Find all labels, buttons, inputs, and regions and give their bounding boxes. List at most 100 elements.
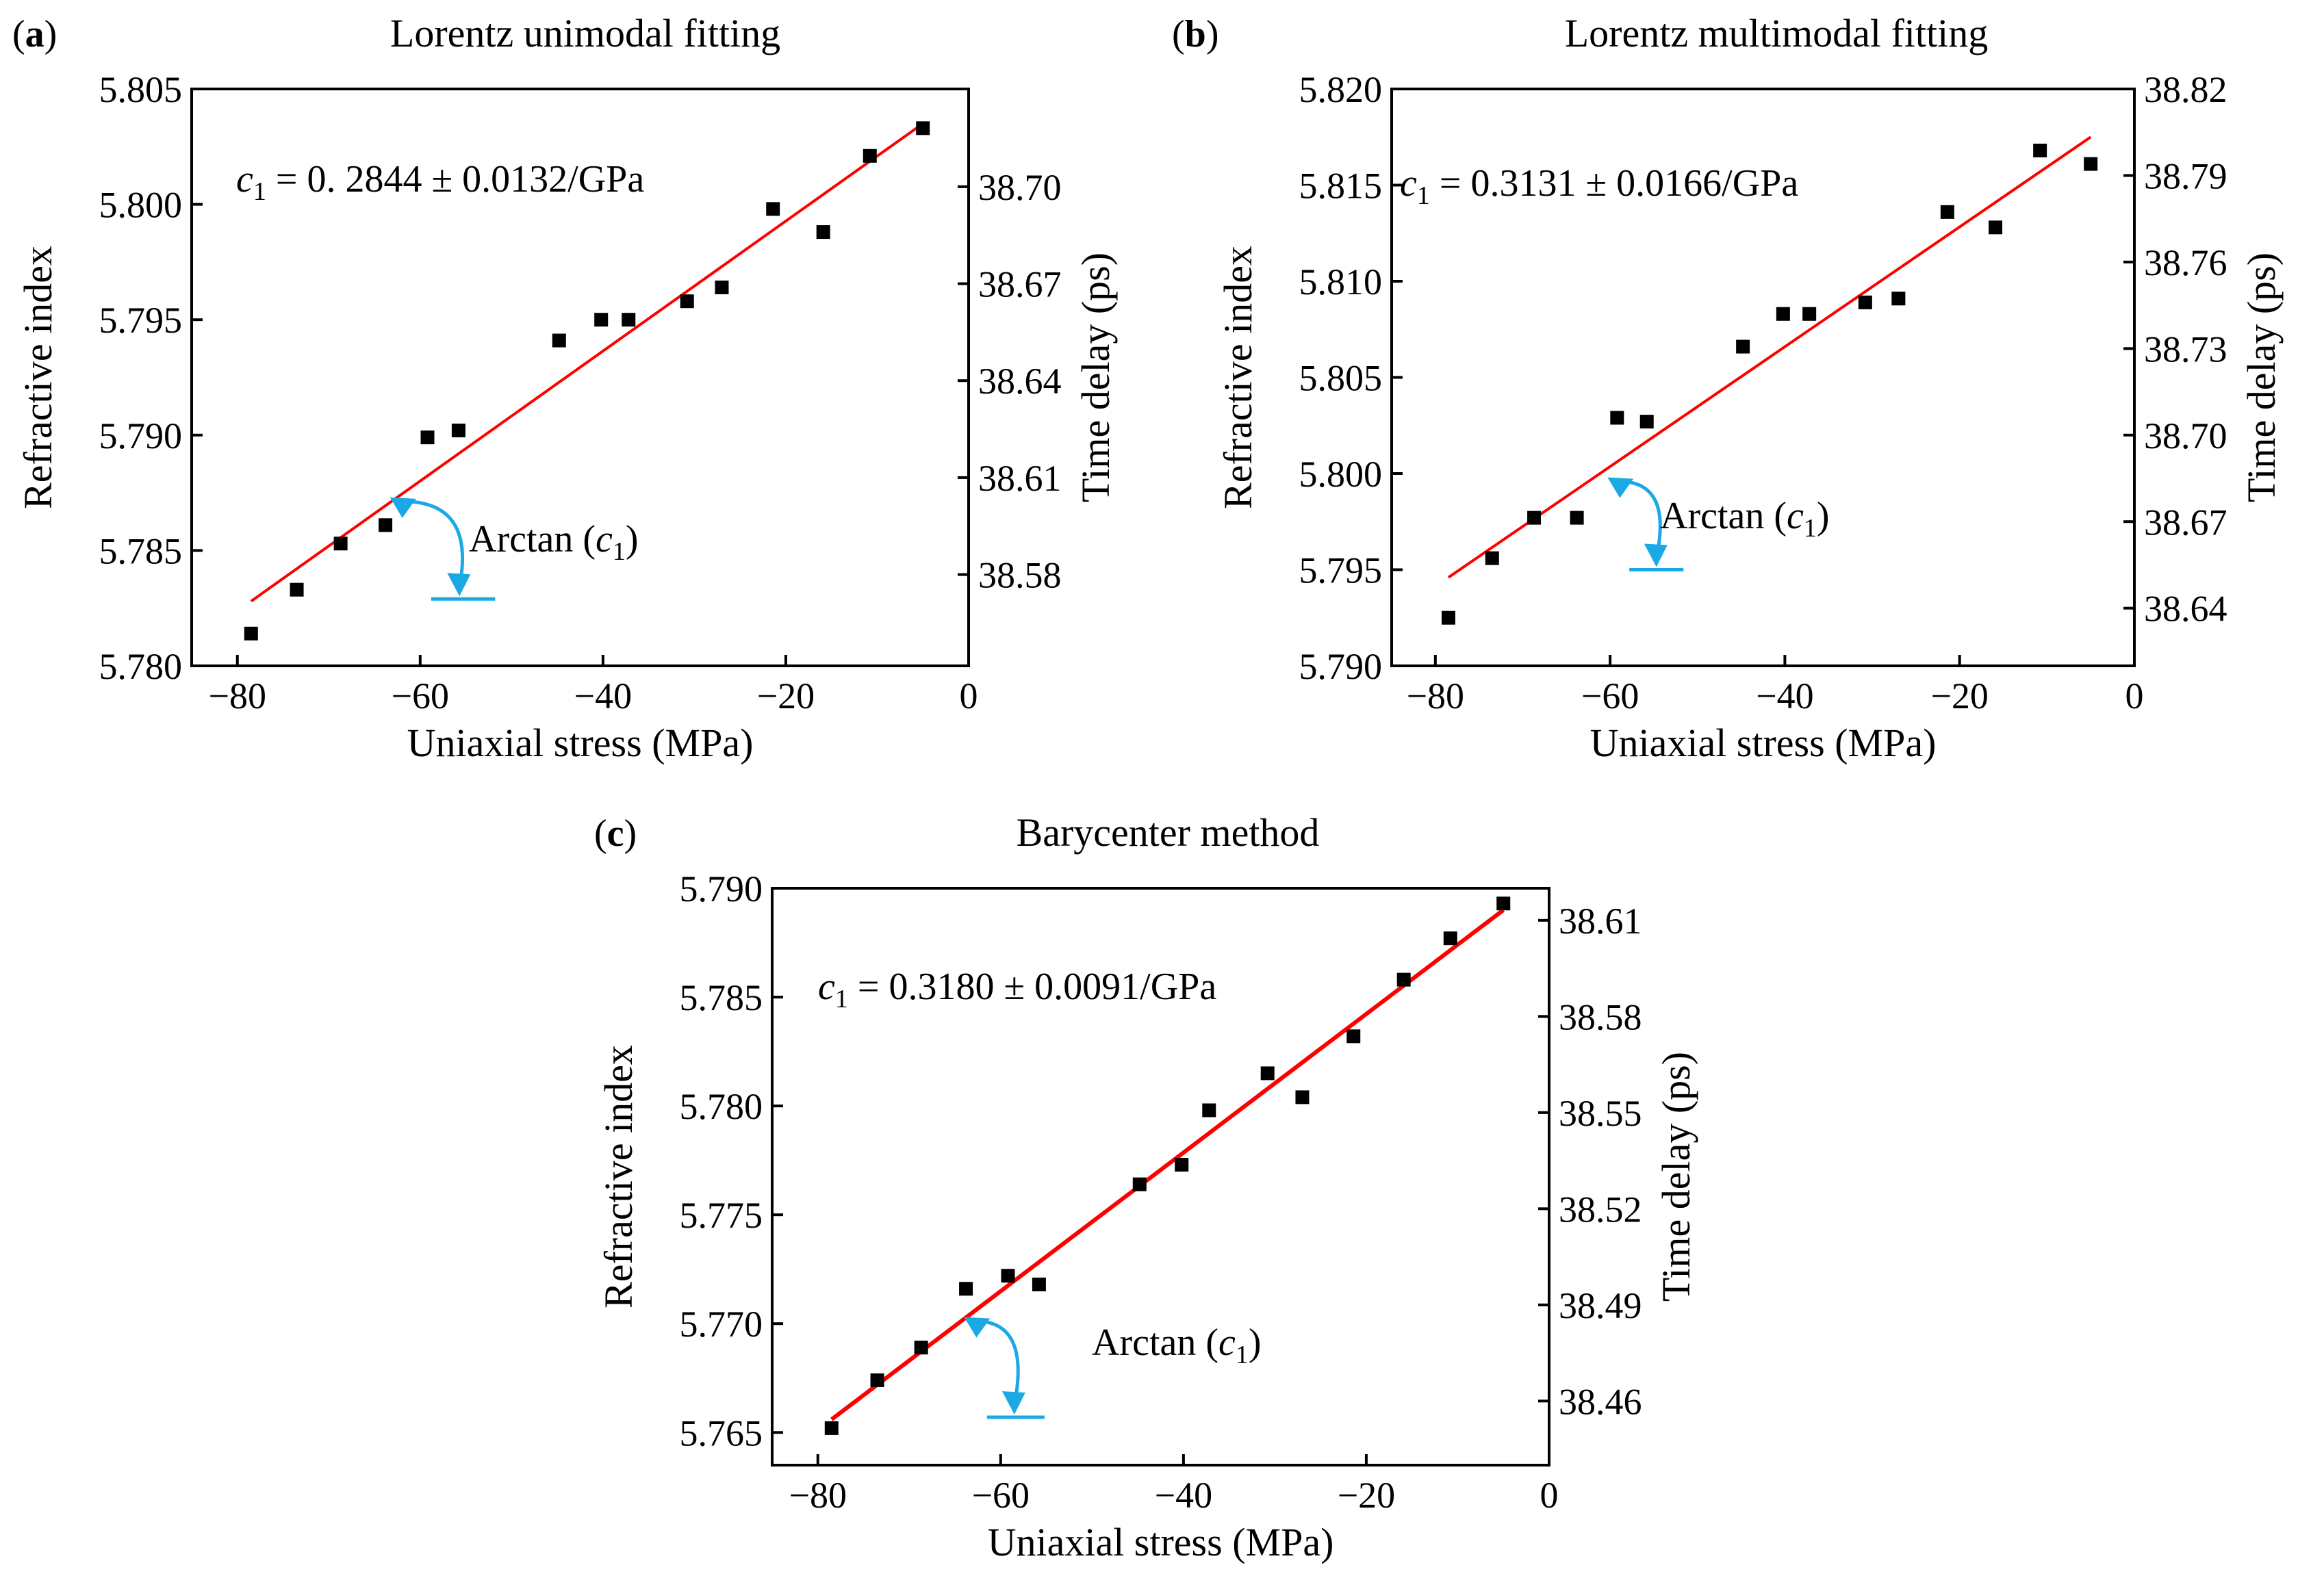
y2-tick-label: 38.70 [978, 167, 1062, 208]
data-point [1639, 415, 1654, 429]
data-point [1858, 295, 1872, 309]
x-tick-label: −60 [972, 1475, 1030, 1516]
y2-tick-label: 38.67 [2144, 502, 2227, 543]
fit-line [250, 122, 924, 603]
chart-title: Lorentz unimodal fitting [390, 11, 780, 55]
data-point [1891, 292, 1906, 306]
x-axis-title: Uniaxial stress (MPa) [1590, 721, 1937, 765]
y-tick-label: 5.805 [1299, 358, 1383, 399]
y2-axis-title: Time delay (ps) [2239, 253, 2284, 502]
x-tick-label: −20 [1338, 1475, 1395, 1516]
y2-tick-label: 38.73 [2144, 328, 2227, 370]
arc-arrowhead-end [447, 573, 471, 597]
y-tick-label: 5.780 [99, 646, 183, 687]
y2-tick-label: 38.79 [2144, 155, 2227, 196]
data-point [680, 294, 694, 309]
data-point [290, 582, 304, 597]
arc-arrowhead-end [1001, 1391, 1025, 1415]
data-point [379, 518, 393, 532]
y2-tick-label: 38.70 [2144, 415, 2227, 456]
y-axis-title: Refractive index [16, 246, 60, 509]
x-axis-title: Uniaxial stress (MPa) [407, 721, 754, 765]
data-point [2084, 157, 2098, 171]
data-point [1485, 551, 1499, 565]
data-point [1260, 1066, 1275, 1081]
x-tick-label: −80 [1407, 675, 1464, 716]
panel-letter: (c) [594, 812, 637, 855]
data-point [622, 313, 636, 327]
x-tick-label: 0 [2125, 675, 2144, 716]
data-point [715, 280, 729, 294]
data-point [766, 202, 780, 216]
y2-tick-label: 38.55 [1559, 1093, 1642, 1134]
data-point [1396, 972, 1411, 987]
data-point [816, 225, 830, 240]
data-point [916, 121, 930, 135]
fit-line [1447, 135, 2092, 579]
panel-letter: (b) [1172, 13, 1218, 55]
data-point [1610, 411, 1624, 425]
y-tick-label: 5.785 [680, 977, 763, 1018]
arc-arrowhead-start [964, 1317, 991, 1338]
data-point [1940, 205, 1954, 219]
data-point [1570, 511, 1584, 525]
data-point [1736, 339, 1750, 354]
x-tick-label: −20 [757, 675, 815, 716]
data-point [870, 1373, 884, 1387]
data-point [1032, 1277, 1046, 1291]
y2-tick-label: 38.52 [1559, 1189, 1642, 1230]
data-point [244, 626, 258, 641]
data-point [863, 148, 877, 163]
data-point [1802, 307, 1817, 321]
y2-tick-label: 38.49 [1559, 1285, 1642, 1326]
arc-arrowhead-end [1644, 543, 1668, 567]
data-point [1443, 931, 1457, 946]
data-point [1132, 1177, 1147, 1191]
data-point [1989, 220, 2003, 235]
data-point [552, 333, 566, 348]
fit-equation: c1 = 0.3180 ± 0.0091/GPa [818, 966, 1216, 1013]
fit-equation: c1 = 0. 2844 ± 0.0132/GPa [236, 158, 644, 206]
plot-frame [771, 887, 1550, 1467]
data-point [914, 1341, 928, 1355]
x-tick-label: −40 [574, 675, 632, 716]
y-tick-label: 5.780 [680, 1086, 763, 1127]
chart-panel-1: −80 −60 −40 −20 0 5.780 5.785 5.790 5.795 5.800 5.… [12, 11, 1118, 765]
data-point [2033, 143, 2047, 157]
y-tick-label: 5.820 [1299, 69, 1383, 110]
data-point [1295, 1090, 1310, 1104]
panel-letter: (a) [12, 13, 57, 55]
y-tick-label: 5.795 [99, 300, 183, 341]
arctan-label: Arctan (c1) [1660, 495, 1830, 543]
y-tick-label: 5.795 [1299, 550, 1383, 591]
y-tick-label: 5.785 [99, 530, 183, 571]
x-tick-label: −60 [1581, 675, 1639, 716]
x-tick-label: −80 [209, 675, 266, 716]
data-point [959, 1282, 973, 1296]
arc-arrowhead-start [1607, 477, 1634, 498]
fit-line [830, 908, 1505, 1421]
fit-equation: c1 = 0.3131 ± 0.0166/GPa [1400, 162, 1798, 210]
x-axis-title: Uniaxial stress (MPa) [988, 1520, 1334, 1564]
y-tick-label: 5.800 [99, 185, 183, 226]
chart-panel-2: −80 −60 −40 −20 0 5.790 5.795 5.800 5.805 5.810 5.… [1172, 11, 2284, 765]
x-tick-label: −60 [392, 675, 449, 716]
y-tick-label: 5.800 [1299, 454, 1383, 495]
y-tick-label: 5.815 [1299, 166, 1383, 207]
data-point [594, 313, 609, 327]
y2-tick-label: 38.64 [978, 361, 1062, 402]
y2-tick-label: 38.76 [2144, 242, 2227, 283]
data-point [420, 430, 435, 445]
arctan-arc [395, 500, 465, 587]
y-axis-title: Refractive index [1216, 246, 1260, 509]
x-tick-label: 0 [1540, 1475, 1559, 1516]
y2-tick-label: 38.61 [978, 458, 1062, 499]
y-tick-label: 5.810 [1299, 261, 1383, 302]
data-point [1527, 511, 1542, 525]
y2-tick-label: 38.58 [1559, 996, 1642, 1037]
data-point [1175, 1158, 1189, 1172]
data-point [1496, 896, 1511, 911]
y-axis-title: Refractive index [596, 1045, 641, 1308]
data-point [1346, 1029, 1361, 1044]
